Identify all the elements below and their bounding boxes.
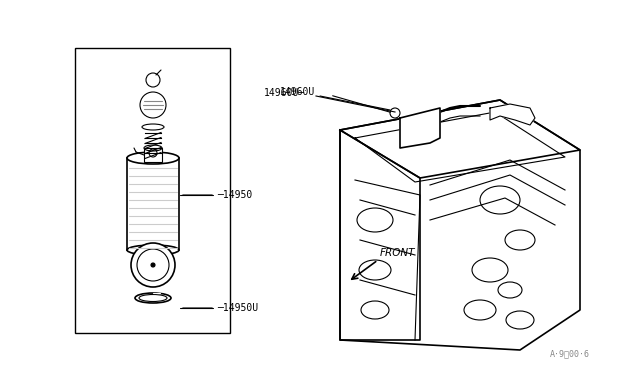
Polygon shape: [340, 130, 420, 340]
Text: ─14950: ─14950: [217, 190, 252, 200]
Bar: [75, 48, 230, 333]
Ellipse shape: [127, 245, 179, 255]
Ellipse shape: [127, 152, 179, 164]
Polygon shape: [400, 108, 440, 148]
Text: 14960U─: 14960U─: [264, 88, 305, 98]
Text: A·9：00·6: A·9：00·6: [550, 349, 590, 358]
Circle shape: [151, 263, 155, 267]
Bar: [127, 158, 179, 250]
Polygon shape: [490, 104, 535, 125]
Text: ─14950U: ─14950U: [217, 303, 258, 313]
Bar: [144, 148, 162, 162]
Circle shape: [131, 243, 175, 287]
Ellipse shape: [144, 145, 162, 151]
Text: 14960U: 14960U: [280, 87, 316, 97]
Polygon shape: [340, 100, 580, 178]
Text: FRONT: FRONT: [380, 248, 415, 258]
Polygon shape: [340, 100, 580, 350]
